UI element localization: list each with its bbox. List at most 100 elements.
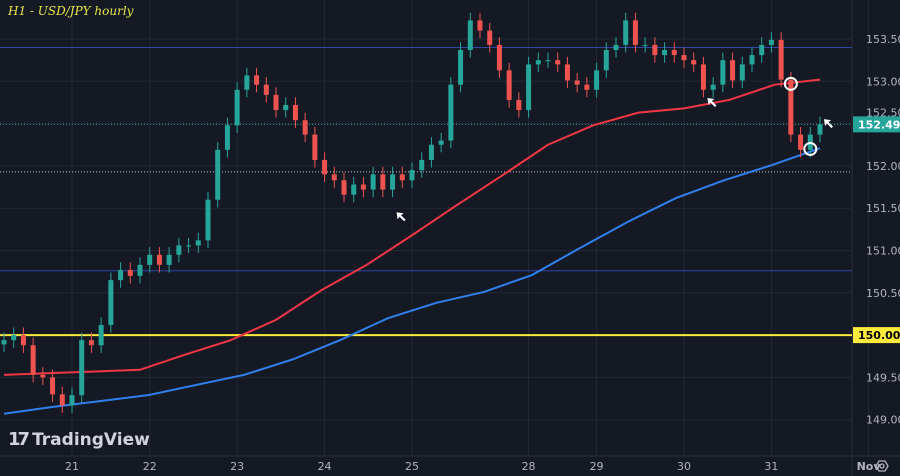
price-badge-label: 152.491 — [858, 118, 900, 131]
price-badge — [853, 327, 900, 344]
candle-body — [331, 174, 337, 181]
candle-body — [40, 374, 46, 378]
candle-body — [506, 70, 512, 100]
candle-body — [137, 264, 143, 276]
time-tick-label: 25 — [405, 460, 419, 473]
candle-body — [798, 134, 804, 150]
candle-body — [623, 20, 629, 45]
candle-body — [496, 44, 502, 71]
candle-body — [147, 254, 153, 265]
price-tick-label: 149.000 — [866, 414, 900, 427]
tradingview-logo: 17 TradingView — [8, 429, 150, 450]
candle-body — [118, 269, 124, 281]
candle-body — [526, 64, 532, 111]
highlight-circle — [783, 76, 798, 91]
candle-body — [88, 340, 94, 346]
candle-body — [428, 144, 434, 160]
moving-average-slow-line — [3, 147, 821, 415]
candle-body — [487, 30, 493, 45]
candle-body — [448, 84, 454, 141]
candle-body — [234, 89, 240, 126]
candle-body — [195, 240, 201, 246]
pointer-arrow-shape — [707, 97, 717, 107]
candle-body — [632, 20, 638, 45]
candle-body — [244, 75, 250, 90]
price-badge — [853, 116, 900, 133]
pointer-arrow-icon — [707, 97, 717, 107]
candle-body — [817, 124, 823, 135]
candle-body — [691, 60, 697, 65]
price-tick-label: 149.500 — [866, 371, 900, 384]
candle-body — [205, 199, 211, 241]
candle-body — [186, 245, 192, 247]
time-tick-label: 24 — [318, 460, 332, 473]
candle-body — [700, 64, 706, 90]
candle-body — [30, 345, 36, 375]
candle-body — [127, 269, 133, 276]
time-tick-label: 22 — [143, 460, 157, 473]
price-tick-label: 151.000 — [866, 245, 900, 258]
candle-body — [545, 60, 551, 62]
price-badge-label: 150.000 — [858, 329, 900, 342]
candle-body — [302, 120, 308, 135]
candle-body — [477, 20, 483, 31]
candle-body — [98, 324, 104, 346]
time-tick-label: 31 — [764, 460, 778, 473]
candle-body — [273, 94, 279, 111]
time-tick-label: 30 — [677, 460, 691, 473]
logo-text: TradingView — [32, 429, 150, 450]
candle-body — [778, 39, 784, 80]
gear-center — [879, 463, 885, 469]
candle-body — [283, 104, 289, 111]
candle-body — [516, 99, 522, 111]
candle-body — [50, 377, 56, 395]
candle-body — [156, 254, 162, 265]
candle-body — [79, 340, 85, 396]
candle-body — [749, 55, 755, 65]
pointer-arrow-icon — [396, 212, 406, 222]
candle-body — [322, 159, 328, 175]
candle-body — [710, 84, 716, 90]
candle-body — [419, 159, 425, 171]
settings-gear-icon[interactable] — [875, 460, 889, 472]
chart-title: H1 - USD/JPY hourly — [8, 4, 134, 18]
candle-body — [739, 64, 745, 81]
candle-body — [642, 44, 648, 46]
candle-body — [788, 79, 794, 135]
time-tick-label: 28 — [522, 460, 536, 473]
candle-body — [594, 70, 600, 90]
candle-body — [166, 254, 172, 265]
candle-body — [69, 395, 75, 406]
candle-body — [671, 49, 677, 56]
candle-body — [613, 44, 619, 50]
candle-body — [370, 174, 376, 190]
candle-body — [1, 340, 7, 345]
candle-body — [662, 49, 668, 56]
pointer-arrow-shape — [396, 212, 406, 222]
candle-body — [292, 104, 298, 121]
candle-body — [20, 335, 26, 346]
candle-body — [108, 280, 114, 325]
time-tick-label: 29 — [590, 460, 604, 473]
candle-body — [224, 125, 230, 150]
price-tick-label: 150.500 — [866, 287, 900, 300]
candle-body — [351, 184, 357, 195]
candle-body — [603, 49, 609, 71]
price-tick-label: 153.500 — [866, 33, 900, 46]
pointer-arrow-icon — [824, 119, 833, 129]
candle-body — [341, 180, 347, 195]
gear-outline — [875, 460, 889, 472]
candle-body — [380, 174, 386, 190]
candle-body — [215, 149, 221, 200]
pointer-arrow-shape — [824, 119, 833, 129]
candle-body — [360, 184, 366, 190]
price-tick-label: 152.000 — [866, 160, 900, 173]
time-tick-label: 21 — [65, 460, 79, 473]
candle-body — [584, 84, 590, 90]
candle-body — [59, 394, 65, 406]
candle-body — [652, 44, 658, 56]
candle-body — [438, 140, 444, 145]
candle-body — [574, 80, 580, 85]
price-tick-label: 151.500 — [866, 202, 900, 215]
